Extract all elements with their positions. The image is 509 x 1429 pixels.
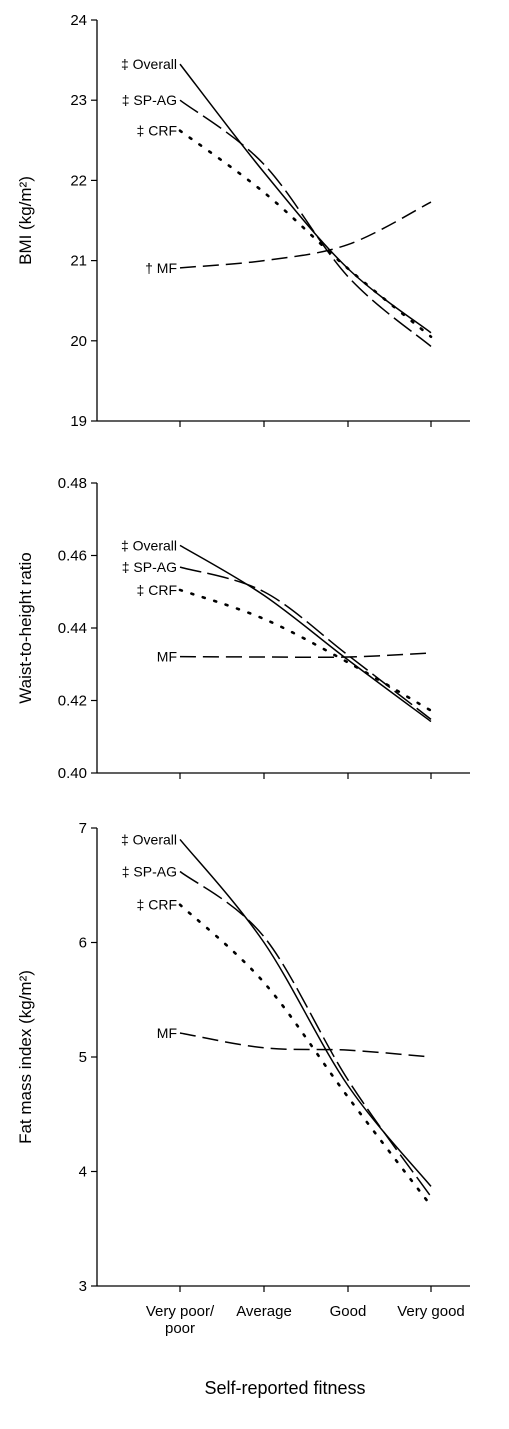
series-line-crf (178, 129, 433, 339)
series-line-crf (178, 588, 433, 712)
y-tick-label: 0.44 (58, 620, 87, 637)
series-line-mf (179, 201, 432, 269)
series-line-sp-ag (179, 870, 432, 1198)
y-tick-label: 7 (79, 820, 87, 837)
series-label-crf: ‡ CRF (137, 897, 177, 913)
series-label-overall: ‡ Overall (121, 56, 177, 72)
series-line-sp-ag (179, 99, 432, 347)
y-tick-label: 6 (79, 935, 87, 952)
x-tick-label: Average (236, 1303, 292, 1320)
y-tick-label: 22 (70, 172, 87, 189)
series-label-sp-ag: ‡ SP-AG (122, 559, 177, 575)
series-label-crf: ‡ CRF (137, 123, 177, 139)
y-tick-label: 0.40 (58, 765, 87, 782)
series-line-mf (179, 652, 432, 659)
y-tick-label: 5 (79, 1049, 87, 1066)
y-tick-label: 20 (70, 333, 87, 350)
series-line-overall (179, 63, 432, 334)
y-tick-label: 21 (70, 253, 87, 270)
series-label-overall: ‡ Overall (121, 831, 177, 847)
y-tick-label: 19 (70, 413, 87, 430)
series-label-mf: MF (157, 1025, 177, 1041)
panel-3: 3 4 5 6 7 Fat mass index (kg/m²) ‡ Overall ‡ SP… (16, 820, 470, 1398)
series-line-overall (179, 544, 432, 723)
series-line-sp-ag (179, 566, 432, 720)
series-label-crf: ‡ CRF (137, 582, 177, 598)
y-axis-title: Fat mass index (kg/m²) (16, 970, 35, 1144)
y-tick-label: 0.46 (58, 548, 87, 565)
series-label-mf: † MF (145, 260, 177, 276)
y-tick-label: 3 (79, 1278, 87, 1295)
series-label-sp-ag: ‡ SP-AG (122, 864, 177, 880)
series-label-sp-ag: ‡ SP-AG (122, 92, 177, 108)
y-tick-label: 24 (70, 12, 87, 29)
x-axis-title: Self-reported fitness (204, 1378, 365, 1398)
series-line-overall (179, 838, 432, 1187)
y-axis-title: Waist-to-height ratio (16, 552, 35, 703)
x-tick-label: Very poor/poor (146, 1303, 215, 1337)
series-label-mf: MF (157, 649, 177, 665)
panel-1: 19 20 21 22 23 24 BMI (kg/m²) ‡ Overall ‡ SP-AG ‡… (16, 12, 470, 430)
y-tick-label: 0.42 (58, 693, 87, 710)
y-tick-label: 4 (79, 1164, 87, 1181)
series-label-overall: ‡ Overall (121, 537, 177, 553)
x-tick-label: Good (330, 1303, 367, 1320)
series-line-crf (178, 903, 433, 1208)
y-tick-label: 0.48 (58, 475, 87, 492)
panel-2: 0.40 0.42 0.44 0.46 0.48 Waist-to-height rati… (16, 475, 470, 782)
y-tick-label: 23 (70, 92, 87, 109)
y-axis-title: BMI (kg/m²) (16, 176, 35, 265)
x-tick-label: Very good (397, 1303, 465, 1320)
series-line-mf (179, 1032, 432, 1058)
